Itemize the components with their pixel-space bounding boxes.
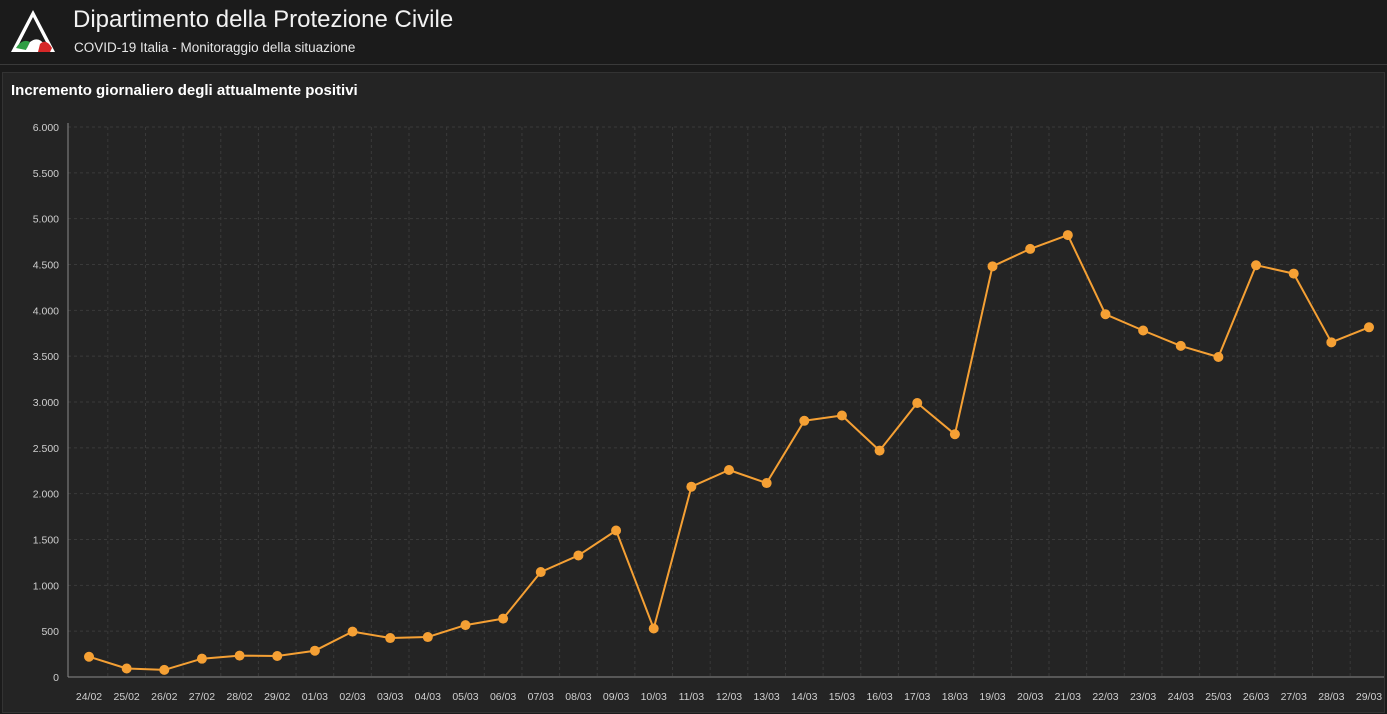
x-tick-label: 13/03 bbox=[754, 691, 780, 703]
data-point bbox=[422, 632, 433, 643]
data-point bbox=[799, 415, 810, 426]
x-tick-label: 25/02 bbox=[114, 691, 140, 703]
app-subtitle: COVID-19 Italia - Monitoraggio della sit… bbox=[74, 40, 356, 55]
data-point bbox=[1364, 322, 1374, 333]
x-tick-label: 25/03 bbox=[1205, 691, 1231, 703]
y-tick-label: 2.500 bbox=[33, 443, 59, 455]
data-point bbox=[836, 410, 847, 421]
x-tick-label: 26/02 bbox=[151, 691, 177, 703]
data-point bbox=[121, 663, 132, 674]
y-tick-label: 5.500 bbox=[33, 168, 59, 180]
data-point bbox=[686, 481, 697, 492]
data-point bbox=[1100, 309, 1111, 320]
data-point bbox=[949, 429, 960, 440]
chart-series bbox=[84, 230, 1374, 675]
chart-grid bbox=[68, 126, 1384, 677]
data-point bbox=[874, 445, 885, 456]
x-tick-label: 20/03 bbox=[1017, 691, 1043, 703]
x-tick-label: 28/03 bbox=[1318, 691, 1344, 703]
x-tick-label: 24/03 bbox=[1168, 691, 1194, 703]
data-point bbox=[1175, 340, 1186, 351]
x-tick-label: 28/02 bbox=[226, 691, 252, 703]
data-point bbox=[1288, 268, 1299, 279]
app-header: Dipartimento della Protezione Civile COV… bbox=[0, 0, 1387, 65]
data-point bbox=[498, 613, 509, 624]
data-point bbox=[1025, 243, 1036, 254]
x-tick-label: 04/03 bbox=[415, 691, 441, 703]
y-tick-label: 4.500 bbox=[33, 260, 59, 272]
x-tick-label: 02/03 bbox=[339, 691, 365, 703]
x-tick-label: 29/03 bbox=[1356, 691, 1382, 703]
x-tick-label: 15/03 bbox=[829, 691, 855, 703]
y-tick-label: 5.000 bbox=[33, 214, 59, 226]
x-tick-label: 03/03 bbox=[377, 691, 403, 703]
data-point bbox=[535, 567, 546, 578]
data-point bbox=[1251, 260, 1262, 271]
x-tick-label: 06/03 bbox=[490, 691, 516, 703]
x-tick-label: 16/03 bbox=[866, 691, 892, 703]
data-point bbox=[648, 623, 659, 634]
y-tick-label: 6.000 bbox=[33, 122, 59, 134]
data-point bbox=[761, 478, 772, 489]
data-point bbox=[196, 653, 207, 664]
x-tick-label: 26/03 bbox=[1243, 691, 1269, 703]
chart-axes: 0 500 1.000 1.500 2.000 2.500 3.000 3.500 4.000 4… bbox=[33, 122, 1384, 703]
x-tick-label: 29/02 bbox=[264, 691, 290, 703]
data-point bbox=[159, 664, 170, 675]
x-tick-label: 22/03 bbox=[1092, 691, 1118, 703]
x-tick-label: 14/03 bbox=[791, 691, 817, 703]
x-tick-label: 10/03 bbox=[641, 691, 667, 703]
series-line bbox=[88, 234, 1370, 671]
y-tick-label: 1.500 bbox=[33, 535, 59, 547]
data-point bbox=[272, 651, 283, 662]
chart-title: Incremento giornaliero degli attualmente… bbox=[11, 82, 358, 99]
x-tick-label: 07/03 bbox=[528, 691, 554, 703]
x-tick-label: 27/03 bbox=[1281, 691, 1307, 703]
x-tick-label: 12/03 bbox=[716, 691, 742, 703]
data-point bbox=[724, 465, 734, 476]
y-tick-label: 3.500 bbox=[33, 351, 59, 363]
data-point bbox=[1062, 230, 1073, 241]
x-tick-label: 05/03 bbox=[452, 691, 478, 703]
data-point bbox=[912, 398, 923, 409]
x-tick-label: 27/02 bbox=[189, 691, 215, 703]
data-point bbox=[309, 645, 320, 656]
x-tick-label: 18/03 bbox=[942, 691, 968, 703]
y-tick-label: 0 bbox=[53, 672, 59, 684]
y-tick-label: 4.000 bbox=[33, 305, 59, 317]
y-tick-label: 2.000 bbox=[33, 489, 59, 501]
line-chart: 0 500 1.000 1.500 2.000 2.500 3.000 3.500 4.000 4… bbox=[33, 122, 1384, 703]
x-tick-label: 23/03 bbox=[1130, 691, 1156, 703]
data-point bbox=[987, 261, 998, 272]
data-point bbox=[347, 626, 358, 637]
data-point bbox=[1138, 325, 1149, 336]
data-point bbox=[1326, 337, 1337, 348]
x-tick-label: 17/03 bbox=[904, 691, 930, 703]
app-title: Dipartimento della Protezione Civile bbox=[73, 6, 454, 33]
x-tick-label: 19/03 bbox=[979, 691, 1005, 703]
x-tick-label: 09/03 bbox=[603, 691, 629, 703]
chart-panel: Incremento giornaliero degli attualmente… bbox=[2, 72, 1385, 713]
y-tick-label: 3.000 bbox=[33, 397, 59, 409]
data-point bbox=[573, 550, 584, 561]
x-tick-label: 08/03 bbox=[565, 691, 591, 703]
y-tick-label: 500 bbox=[41, 626, 59, 638]
x-tick-label: 11/03 bbox=[679, 691, 705, 703]
data-point bbox=[611, 525, 622, 536]
data-point bbox=[385, 633, 396, 644]
data-point bbox=[1213, 351, 1224, 362]
data-point bbox=[460, 620, 471, 631]
civil-protection-logo-icon bbox=[11, 10, 55, 52]
data-point bbox=[234, 650, 245, 661]
data-point bbox=[84, 651, 94, 662]
y-tick-label: 1.000 bbox=[33, 580, 59, 592]
x-tick-label: 24/02 bbox=[76, 691, 102, 703]
x-tick-label: 01/03 bbox=[302, 691, 328, 703]
x-tick-label: 21/03 bbox=[1055, 691, 1081, 703]
